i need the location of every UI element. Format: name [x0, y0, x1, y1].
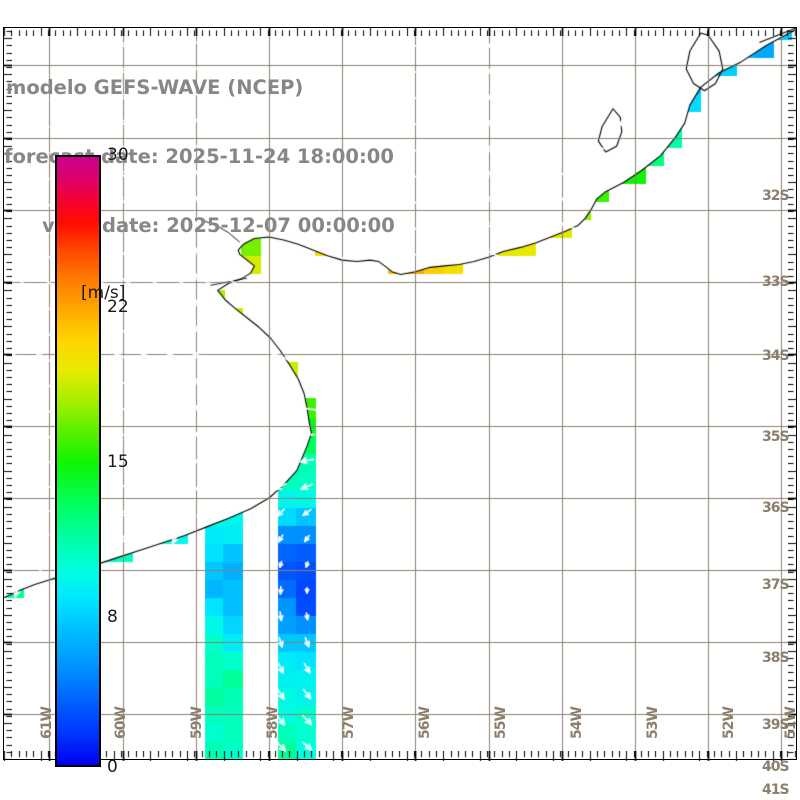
- lon-label-61W: 61W: [39, 707, 55, 739]
- map-plot-area[interactable]: [3, 27, 797, 760]
- lat-label-33S: 33S: [762, 274, 790, 290]
- lat-label-36S: 36S: [762, 500, 790, 516]
- lon-label-53W: 53W: [645, 707, 661, 739]
- lon-label-54W: 54W: [569, 707, 585, 739]
- ruler-right: [788, 27, 797, 760]
- colorbar-tick-15: 15: [107, 451, 129, 472]
- colorbar-tick-8: 8: [107, 607, 118, 628]
- ruler-bottom: [3, 751, 797, 761]
- colorbar-unit-label: [m/s]: [81, 283, 126, 303]
- lon-label-55W: 55W: [493, 707, 509, 739]
- colorbar-tick-30: 30: [107, 145, 129, 165]
- colorbar-tick-22: 22: [107, 296, 129, 317]
- lat-label-34S: 34S: [762, 348, 790, 364]
- ruler-top: [3, 27, 797, 36]
- lon-label-57W: 57W: [341, 707, 357, 739]
- lon-label-56W: 56W: [417, 707, 433, 739]
- lon-label-52W: 52W: [721, 707, 737, 739]
- lon-label-59W: 59W: [189, 707, 205, 739]
- colorbar[interactable]: [m/s] 30 22 15 8 0: [55, 145, 129, 777]
- lon-label-58W: 58W: [265, 707, 281, 739]
- lat-label-38S: 38S: [762, 650, 790, 666]
- ruler-left: [3, 27, 12, 760]
- lat-label-35S: 35S: [762, 429, 790, 445]
- lon-label-60W: 60W: [113, 707, 129, 739]
- lat-label-39S: 39S: [762, 717, 790, 733]
- colorbar-tick-0: 0: [107, 757, 118, 777]
- lat-label-40S: 40S: [762, 759, 790, 775]
- lat-label-32S: 32S: [762, 188, 790, 204]
- lat-label-41S: 41S: [762, 782, 790, 798]
- wind-vector-arrows: [4, 28, 796, 759]
- lat-label-37S: 37S: [762, 577, 790, 593]
- colorbar-gradient: [55, 155, 101, 767]
